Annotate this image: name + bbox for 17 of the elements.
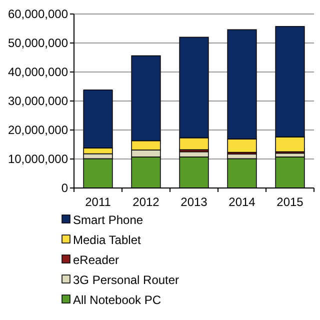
y-tick-label: 10,000,000 xyxy=(8,152,68,166)
x-tick-label: 2014 xyxy=(228,195,256,209)
x-tick-label: 2013 xyxy=(180,195,208,209)
x-tick-label: 2011 xyxy=(85,195,112,209)
y-tick-label: 40,000,000 xyxy=(8,65,68,80)
x-tick-label: 2012 xyxy=(132,195,160,209)
legend-label: Smart Phone xyxy=(73,213,144,227)
legend-label: Media Tablet xyxy=(73,233,142,247)
y-tick-label: 60,000,000 xyxy=(8,7,68,22)
y-tick-label: 30,000,000 xyxy=(8,94,68,108)
y-tick-label: 0 xyxy=(61,181,68,196)
legend-label: All Notebook PC xyxy=(73,293,162,307)
y-tick-label: 20,000,000 xyxy=(8,123,68,138)
y-tick-label: 50,000,000 xyxy=(8,36,68,50)
legend-label: eReader xyxy=(73,253,120,267)
x-tick-label: 2015 xyxy=(276,195,304,209)
legend-label: 3G Personal Router xyxy=(73,273,180,287)
